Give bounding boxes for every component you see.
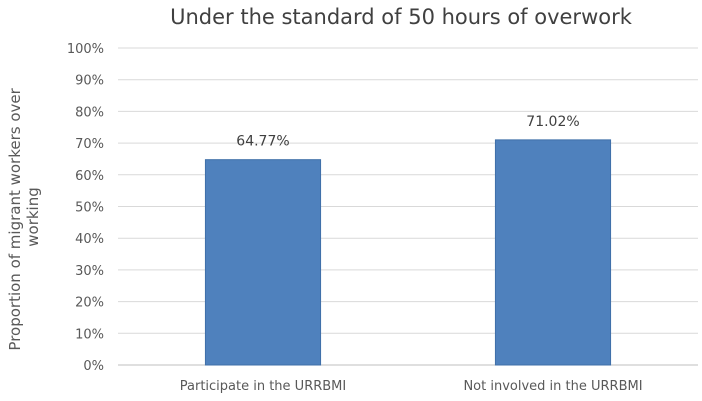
bar	[494, 139, 612, 366]
y-axis-label: Proportion of migrant workers over worki…	[6, 83, 42, 350]
y-tick-label: 80%	[75, 105, 104, 120]
y-tick-label: 10%	[75, 327, 104, 342]
bar	[204, 159, 322, 366]
x-tick-label: Participate in the URRBMI	[180, 379, 346, 394]
y-tick-label: 30%	[75, 264, 104, 279]
bars	[204, 139, 612, 366]
data-label: 71.02%	[526, 114, 579, 130]
y-tick-label: 100%	[67, 42, 104, 57]
y-tick-label: 70%	[75, 137, 104, 152]
y-tick-label: 20%	[75, 296, 104, 311]
data-label: 64.77%	[236, 134, 289, 150]
y-tick-label: 0%	[83, 359, 104, 374]
x-tick-label: Not involved in the URRBMI	[463, 379, 642, 394]
chart-title: Under the standard of 50 hours of overwo…	[170, 5, 633, 29]
y-axis-label-line-1: Proportion of migrant workers over	[6, 87, 24, 350]
data-labels: 64.77% 71.02%	[236, 114, 579, 150]
y-tick-label: 60%	[75, 169, 104, 184]
y-tick-label: 90%	[75, 74, 104, 89]
y-axis-label-line-2: working	[24, 187, 42, 247]
y-tick-label: 50%	[75, 201, 104, 216]
x-axis-ticks: Participate in the URRBMI Not involved in…	[180, 379, 643, 394]
y-tick-label: 40%	[75, 232, 104, 247]
y-axis-ticks: 0% 10% 20% 30% 40% 50% 60% 70% 80% 90% 100%	[67, 42, 104, 374]
